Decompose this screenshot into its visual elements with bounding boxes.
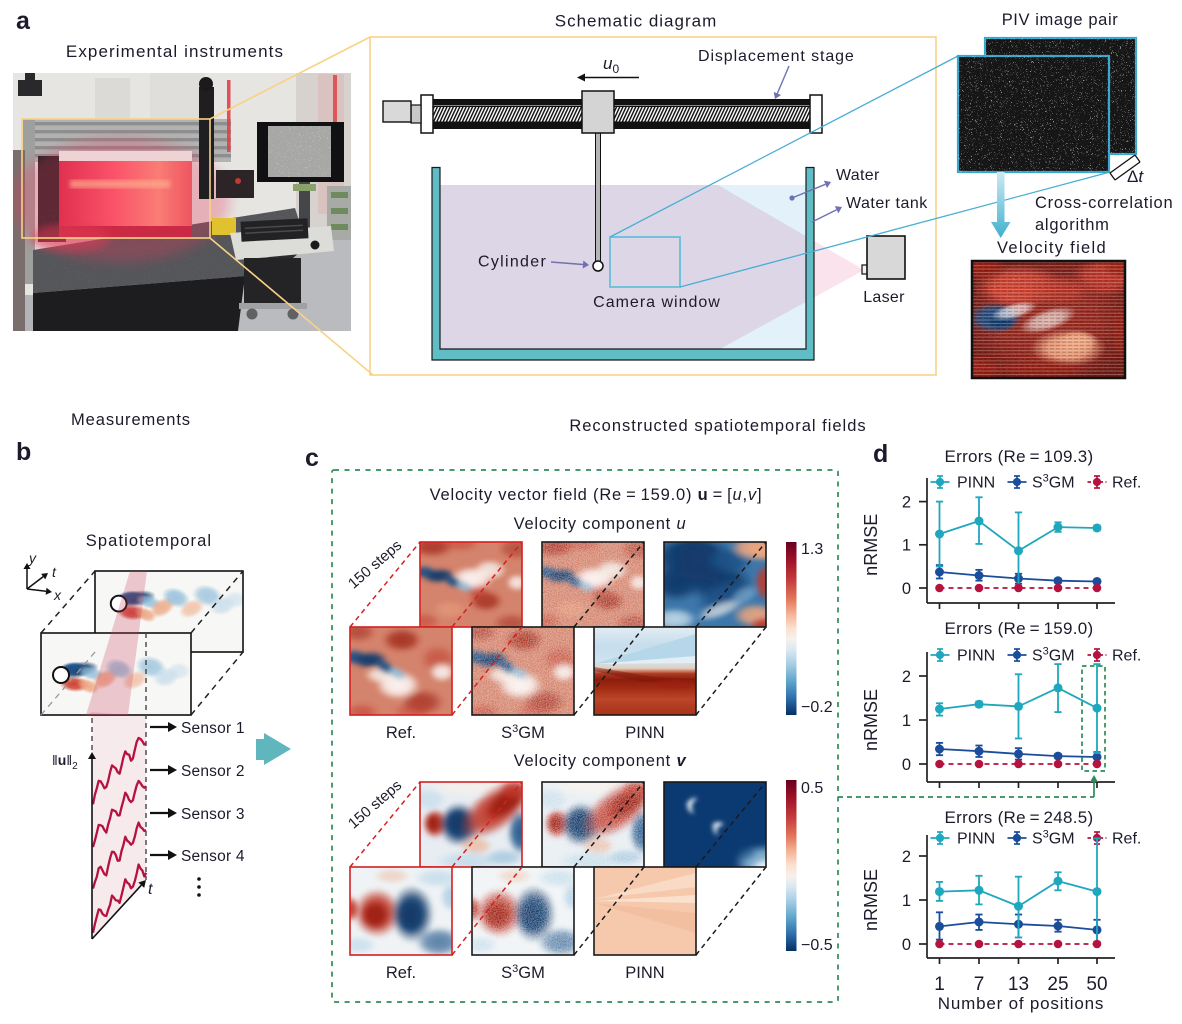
svg-text:1: 1 [902,712,911,730]
svg-text:Measurements: Measurements [71,411,191,429]
svg-text:2: 2 [902,848,911,866]
svg-text:Sensor 2: Sensor 2 [181,763,245,780]
svg-text:Reconstructed spatiotemporal f: Reconstructed spatiotemporal fields [569,417,866,435]
svg-text:Ref.: Ref. [1112,475,1141,492]
svg-text:Ref.: Ref. [1112,831,1141,848]
svg-text:x: x [53,587,62,603]
svg-text:S3GM: S3GM [1032,473,1075,492]
svg-text:Velocity vector field (Re = 15: Velocity vector field (Re = 159.0) u = [… [430,486,763,504]
svg-text:Δt: Δt [1127,167,1144,186]
svg-text:2: 2 [902,493,911,511]
svg-text:Water: Water [836,167,880,184]
svg-text:−0.5: −0.5 [801,937,833,954]
svg-text:1.3: 1.3 [801,541,823,558]
svg-text:PINN: PINN [957,475,995,492]
svg-text:Water tank: Water tank [846,195,928,212]
svg-text:Errors (Re = 159.0): Errors (Re = 159.0) [944,619,1093,638]
svg-text:S3GM: S3GM [1032,829,1075,848]
svg-text:Sensor 4: Sensor 4 [181,848,245,865]
svg-text:S3GM: S3GM [501,723,545,742]
svg-text:0: 0 [902,936,911,954]
svg-text:1: 1 [902,537,911,555]
svg-text:0: 0 [902,756,911,774]
svg-text:25: 25 [1047,974,1068,995]
svg-text:S3GM: S3GM [501,963,545,982]
svg-text:Camera window: Camera window [593,294,721,311]
svg-text:algorithm: algorithm [1035,216,1110,234]
svg-text:Velocity component u: Velocity component u [514,515,687,533]
svg-text:y: y [28,550,37,566]
svg-text:Schematic diagram: Schematic diagram [555,12,718,31]
svg-text:0.5: 0.5 [801,780,823,797]
svg-text:Cross-correlation: Cross-correlation [1035,194,1173,212]
svg-text:‖u‖2: ‖u‖2 [52,752,78,772]
svg-text:Ref.: Ref. [1112,648,1141,665]
svg-text:50: 50 [1086,974,1107,995]
svg-text:t: t [52,564,57,580]
svg-text:PINN: PINN [625,724,664,742]
svg-text:7: 7 [974,974,985,995]
svg-text:Errors (Re = 109.3): Errors (Re = 109.3) [944,447,1093,466]
svg-text:Ref.: Ref. [386,724,416,742]
svg-text:PINN: PINN [957,831,995,848]
svg-text:nRMSE: nRMSE [861,689,881,751]
svg-text:150 steps: 150 steps [345,777,405,833]
svg-text:Velocity component v: Velocity component v [514,752,687,770]
svg-text:c: c [305,444,319,472]
svg-text:Number of positions: Number of positions [938,994,1104,1013]
svg-text:−0.2: −0.2 [801,699,833,716]
svg-text:0: 0 [902,580,911,598]
svg-text:d: d [873,440,888,468]
svg-text:Ref.: Ref. [386,964,416,982]
svg-text:Cylinder: Cylinder [478,254,547,271]
svg-text:2: 2 [902,668,911,686]
svg-text:Errors (Re = 248.5): Errors (Re = 248.5) [944,808,1093,827]
svg-text:u0: u0 [603,54,619,76]
svg-text:Spatiotemporal: Spatiotemporal [86,532,212,550]
svg-text:nRMSE: nRMSE [861,514,881,576]
svg-text:S3GM: S3GM [1032,646,1075,665]
svg-text:PINN: PINN [625,964,664,982]
svg-text:13: 13 [1008,974,1029,995]
svg-text:Experimental instruments: Experimental instruments [66,42,284,61]
svg-text:Velocity field: Velocity field [997,239,1107,257]
svg-text:nRMSE: nRMSE [861,869,881,931]
svg-text:a: a [16,7,31,35]
svg-text:Sensor 3: Sensor 3 [181,806,245,823]
svg-text:b: b [16,438,31,466]
svg-text:Displacement stage: Displacement stage [698,48,855,65]
svg-text:Sensor 1: Sensor 1 [181,720,245,737]
svg-text:PIV image pair: PIV image pair [1002,11,1119,29]
svg-text:t: t [148,881,153,898]
svg-text:PINN: PINN [957,648,995,665]
svg-text:1: 1 [934,974,945,995]
svg-text:150 steps: 150 steps [345,537,405,593]
svg-text:1: 1 [902,892,911,910]
svg-text:Laser: Laser [863,289,905,306]
